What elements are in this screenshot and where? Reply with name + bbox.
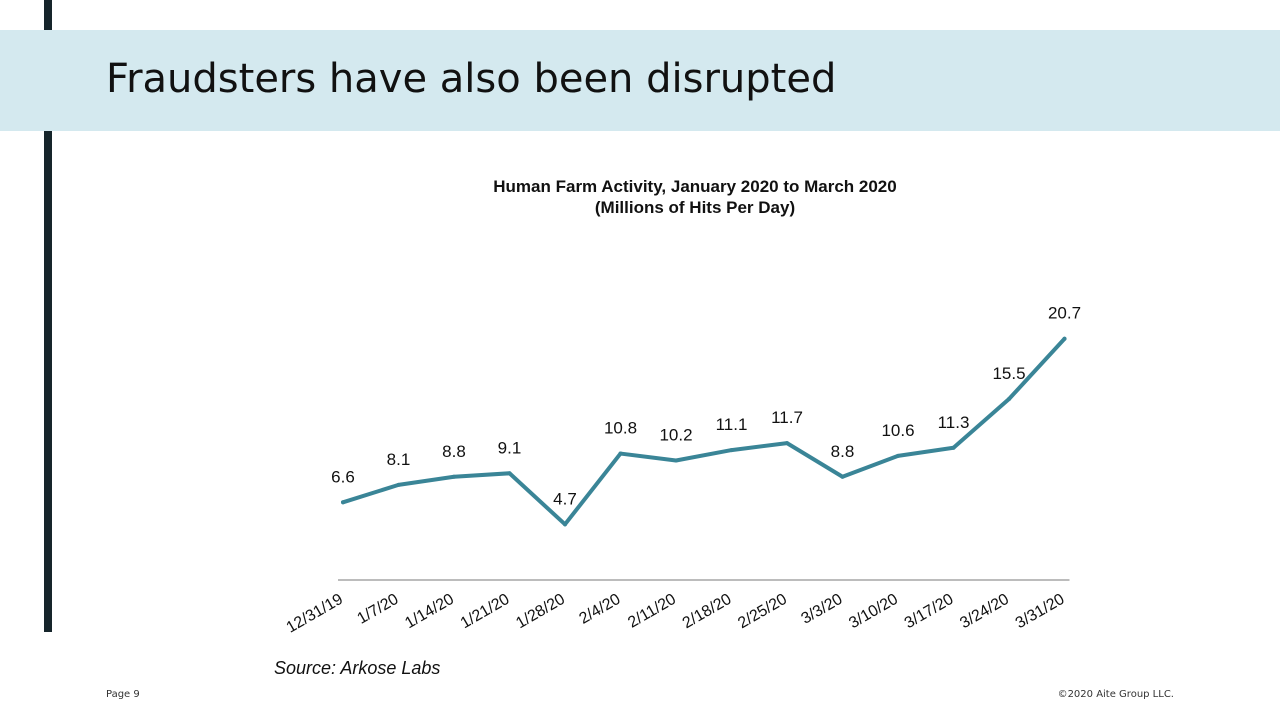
x-tick-label: 1/14/20 <box>402 591 457 632</box>
x-tick-label: 1/21/20 <box>458 591 513 632</box>
title-band <box>0 30 1280 131</box>
data-label: 4.7 <box>553 489 577 508</box>
chart-title-block: Human Farm Activity, January 2020 to Mar… <box>395 176 995 218</box>
data-label: 11.1 <box>716 415 748 434</box>
data-point <box>618 451 623 456</box>
x-tick-label: 1/7/20 <box>354 591 401 628</box>
data-point <box>785 441 789 446</box>
x-tick-label: 2/25/20 <box>735 591 790 632</box>
chart-subtitle: (Millions of Hits Per Day) <box>594 198 796 217</box>
data-point <box>896 453 900 458</box>
left-accent-bar <box>44 0 52 632</box>
x-tick-label: 2/11/20 <box>625 591 679 632</box>
data-label: 10.8 <box>604 419 637 438</box>
data-label: 6.6 <box>331 467 355 486</box>
data-label: 8.8 <box>442 442 466 461</box>
slide-title: Fraudsters have also been disrupted <box>106 56 837 102</box>
x-tick-label: 3/17/20 <box>902 591 957 632</box>
x-tick-label: 12/31/19 <box>284 591 347 637</box>
data-point <box>1062 336 1067 341</box>
series-line <box>341 336 1067 527</box>
data-point <box>396 482 401 487</box>
data-point <box>452 474 456 479</box>
chart-title: Human Farm Activity, January 2020 to Mar… <box>493 177 897 196</box>
data-label: 9.1 <box>498 438 522 457</box>
data-point <box>507 471 512 476</box>
x-tick-label: 3/10/20 <box>846 591 901 632</box>
copyright-notice: ©2020 Aite Group LLC. <box>1057 689 1174 700</box>
data-point <box>729 448 734 453</box>
data-point <box>951 445 956 450</box>
x-tick-label: 3/31/20 <box>1013 591 1068 632</box>
x-tick-label: 2/4/20 <box>576 591 623 628</box>
data-point <box>563 522 567 527</box>
data-label: 20.7 <box>1048 304 1081 323</box>
data-label: 8.8 <box>831 442 855 461</box>
source-note: Source: Arkose Labs <box>274 658 441 678</box>
data-label: 11.3 <box>938 413 970 432</box>
data-point <box>341 500 345 505</box>
x-tick-label: 3/24/20 <box>957 591 1012 632</box>
x-tick-label: 2/18/20 <box>680 591 735 632</box>
data-point <box>674 458 678 463</box>
x-tick-label: 1/28/20 <box>513 591 568 632</box>
data-label: 11.7 <box>771 408 803 427</box>
page-number: Page 9 <box>106 689 140 700</box>
data-label: 10.2 <box>659 426 692 445</box>
x-tick-label: 3/3/20 <box>798 591 845 628</box>
data-point <box>840 474 845 479</box>
data-label: 8.1 <box>387 450 411 469</box>
data-point <box>1007 397 1011 402</box>
data-label: 15.5 <box>992 364 1025 383</box>
data-label: 10.6 <box>881 421 914 440</box>
